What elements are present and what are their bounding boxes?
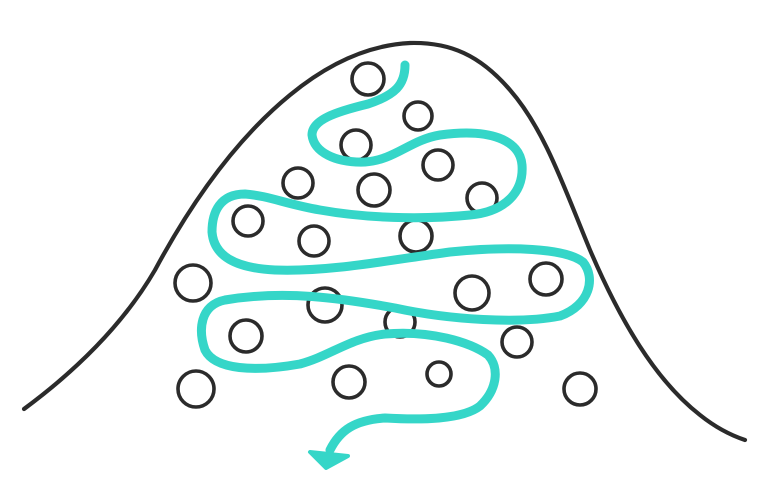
circle-18 <box>176 369 216 409</box>
circle-14 <box>528 261 564 297</box>
circle-3 <box>339 128 373 162</box>
winding-path <box>197 60 594 455</box>
circle-20 <box>425 360 453 388</box>
circle-11 <box>173 263 213 303</box>
circle-6 <box>356 172 392 208</box>
circle-16 <box>228 318 264 354</box>
circle-12 <box>306 286 344 324</box>
circle-10 <box>398 218 434 254</box>
circle-group <box>173 61 598 409</box>
arrow-head <box>308 450 350 470</box>
circle-13 <box>453 274 491 312</box>
circle-5 <box>281 166 315 200</box>
circle-4 <box>421 148 455 182</box>
circle-9 <box>297 224 331 258</box>
circle-19 <box>331 364 367 400</box>
circle-2 <box>402 100 434 132</box>
circle-8 <box>231 204 265 238</box>
circle-17 <box>500 325 534 359</box>
bell-curve-outline <box>21 40 748 443</box>
circle-1 <box>350 61 386 97</box>
circle-21 <box>562 371 598 407</box>
